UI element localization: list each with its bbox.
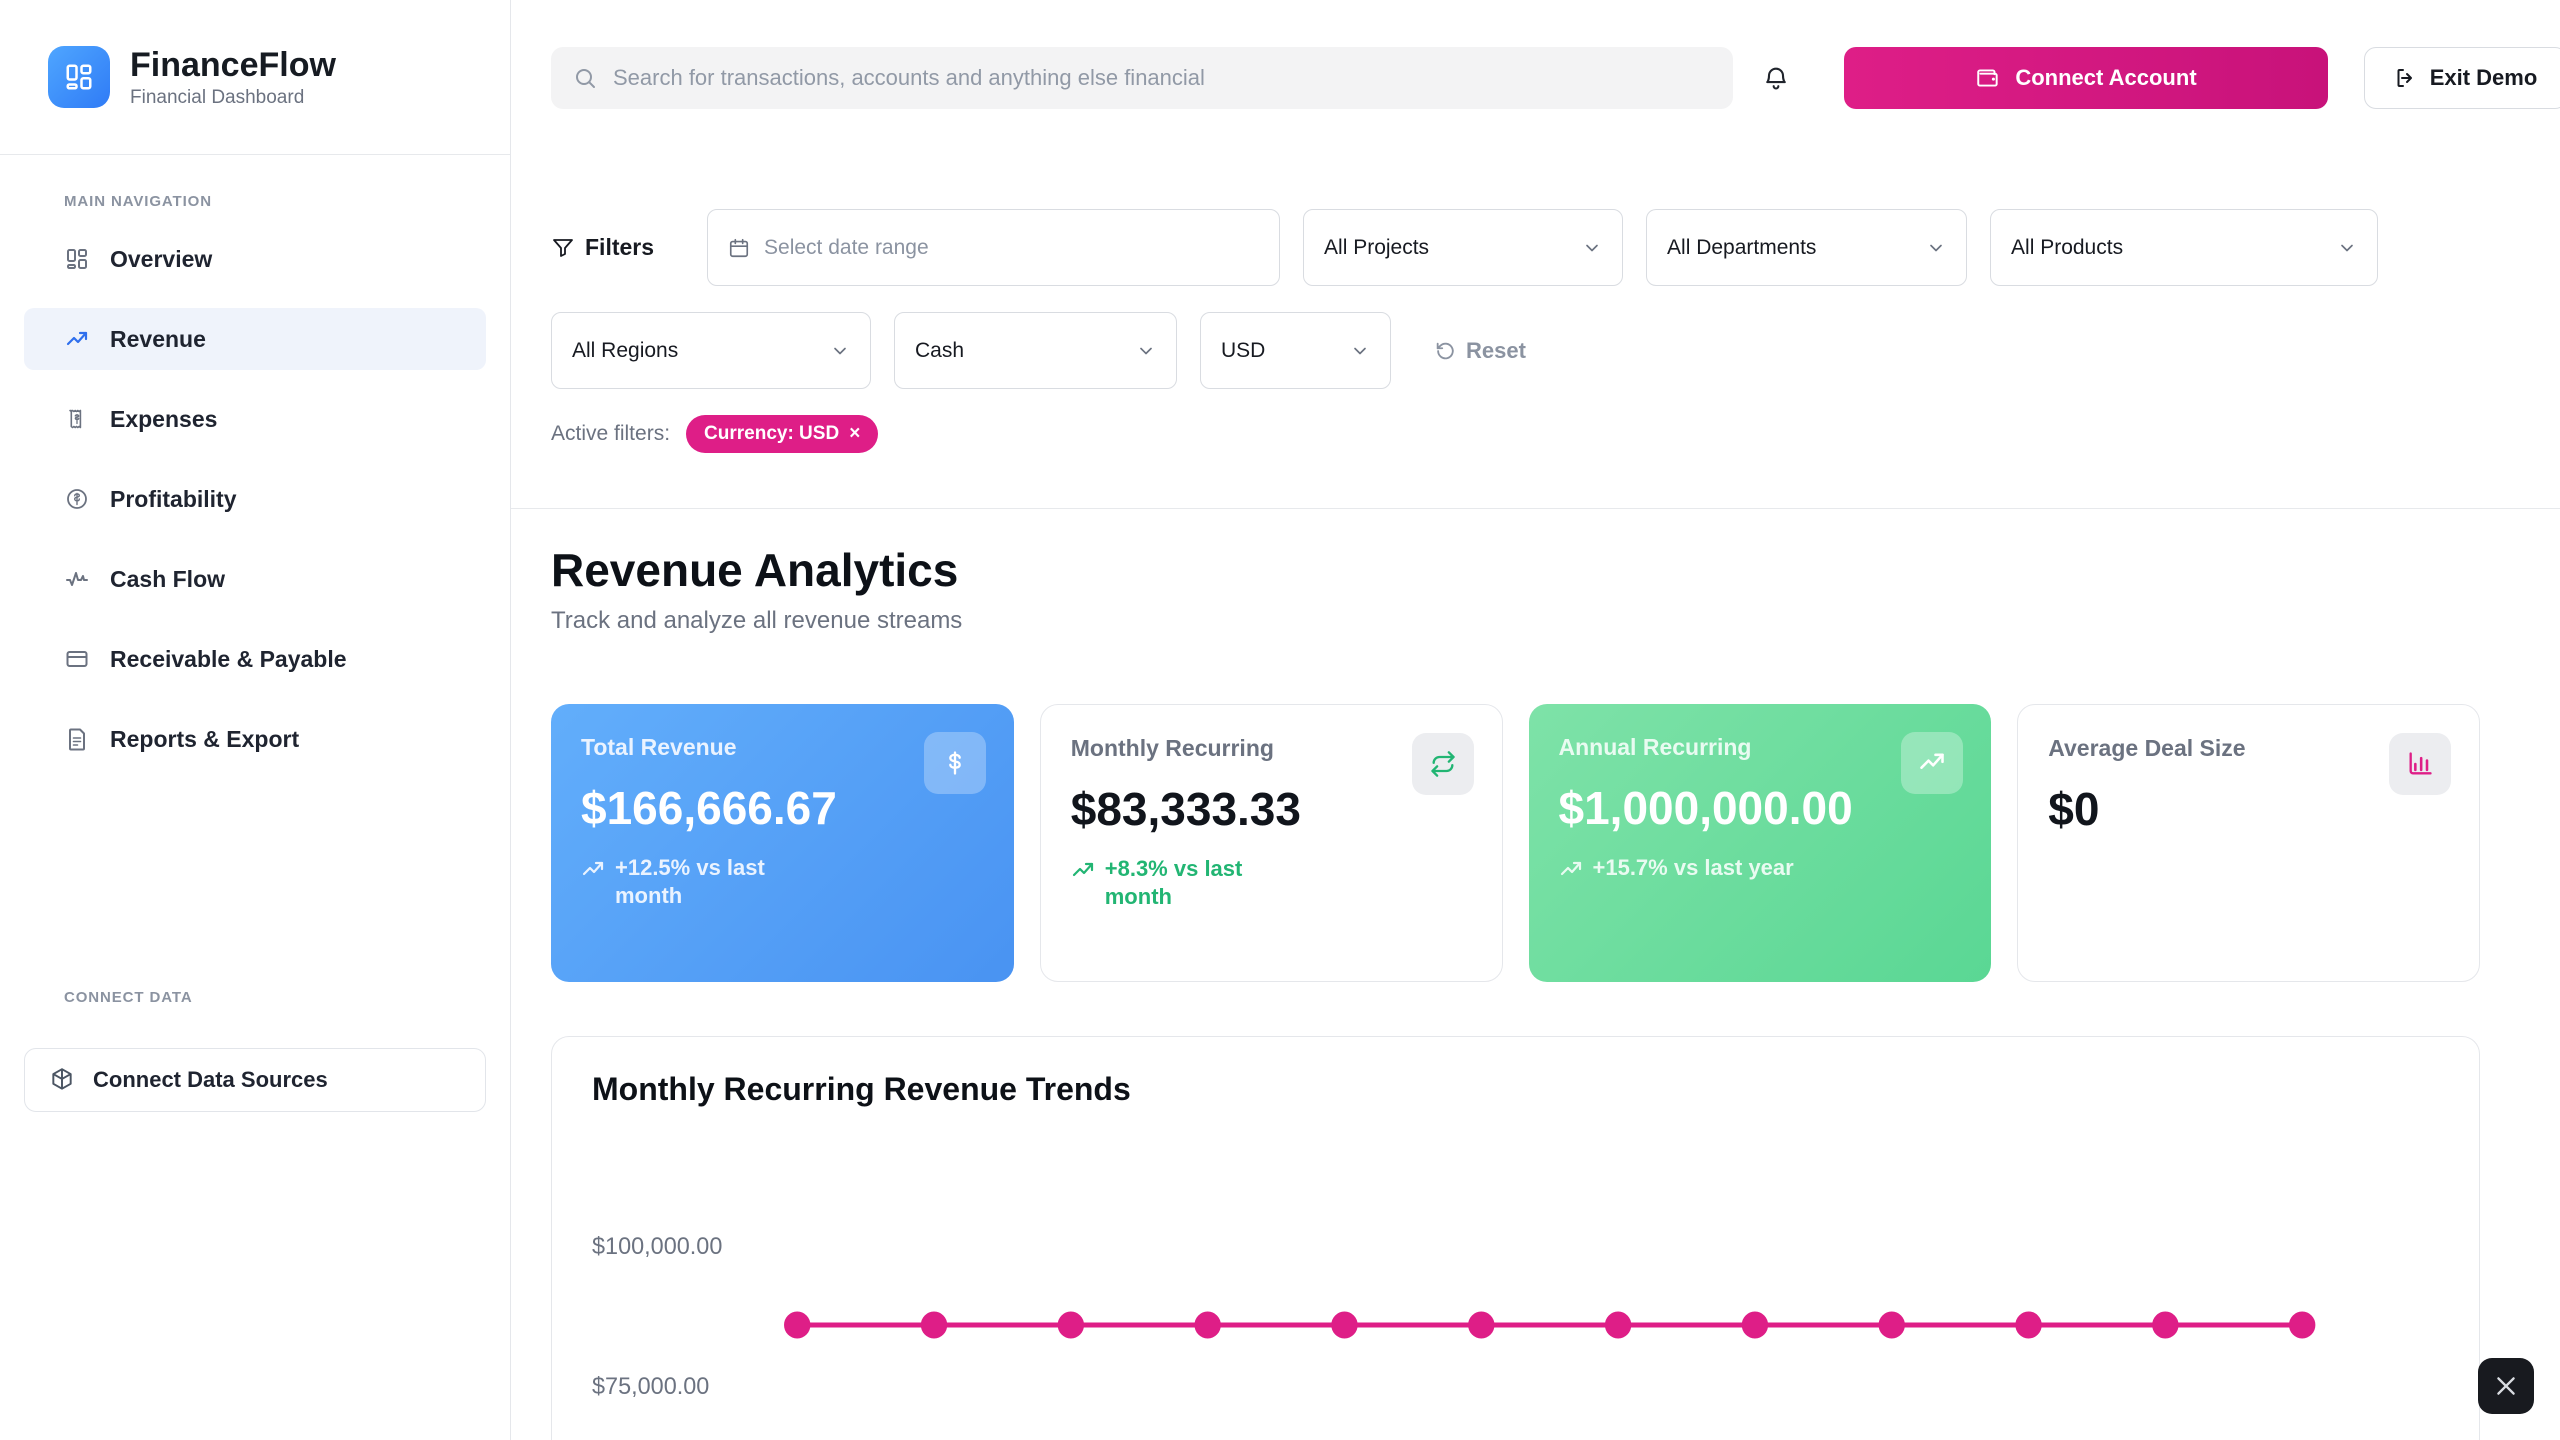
svg-text:$100,000.00: $100,000.00 bbox=[592, 1234, 722, 1260]
svg-text:$75,000.00: $75,000.00 bbox=[592, 1374, 709, 1400]
